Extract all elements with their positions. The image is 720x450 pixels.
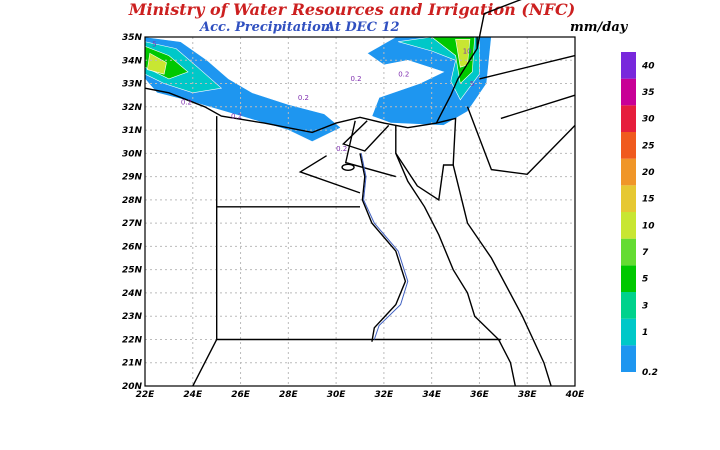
lon-label: 22E [136,390,156,400]
colorbar-segment [621,78,636,106]
lon-label: 28E [279,390,299,400]
units: mm/day [570,20,629,35]
contour-label: 0.2 [398,71,409,79]
lat-label: 32N [122,103,143,113]
colorbar-label: 20 [642,168,655,178]
colorbar-label: 5 [642,275,648,285]
lon-label: 26E [231,390,251,400]
colorbar-label: 30 [642,115,655,125]
coastline [500,94,576,120]
contour-label: 0.2 [231,112,242,120]
lon-label: 32E [375,390,395,400]
coastline [395,125,516,387]
colorbar-label: 40 [641,61,655,71]
coastline [395,152,552,387]
colorbar-segment [621,292,636,319]
contour-label: 10 [463,47,472,55]
colorbar-label: 35 [642,88,655,98]
date: At DEC 12 [323,20,400,35]
lat-label: 26N [122,242,143,252]
coastline [479,54,576,80]
coastline [341,120,390,152]
colorbar-segment [621,318,636,346]
contour-label: 0.2 [181,98,192,106]
colorbar-segment [621,238,636,266]
lat-label: 20N [122,382,143,392]
contour-label: 0.2 [350,75,361,83]
contour-label: 0.2 [336,145,347,153]
lon-label: 40E [565,390,586,400]
contour-label: 5 [470,80,474,88]
contour-label: 0.2 [298,94,309,102]
colorbar-label: 15 [642,195,655,205]
lon-label: 36E [470,390,490,400]
map-frame [144,36,576,387]
colorbar-label: 7 [642,248,649,258]
precipitation-area [144,36,342,143]
lat-label: 28N [122,196,143,206]
coastline [298,155,361,194]
precipitation-area [147,52,167,75]
coastline [359,153,407,342]
colorbar-segment [621,265,636,292]
lon-label: 30E [327,390,347,400]
lon-label: 34E [422,390,442,400]
coastline [466,106,576,176]
colorbar-label: 10 [642,221,655,231]
coastline [192,116,218,387]
lat-label: 30N [122,149,143,159]
lat-label: 31N [122,126,143,136]
colorbar-segment [621,158,636,186]
lake [341,163,355,171]
subtitle: Acc. Precipitation [198,20,330,35]
colorbar-segment [621,345,636,372]
colorbar-label: 0.2 [642,368,658,378]
coastline [344,120,396,178]
lat-label: 25N [122,266,143,276]
lat-label: 33N [122,80,143,90]
lat-label: 23N [122,312,143,322]
lat-label: 35N [122,33,143,43]
lat-label: 24N [122,289,143,299]
lat-label: 27N [122,219,143,229]
map: 5 0.2 0.2 0.2 0.2 0.2 0.2 10 5 [144,0,576,387]
lat-label: 34N [122,56,143,66]
coastline [144,37,478,134]
lon-label: 24E [183,390,203,400]
coastline [436,117,457,166]
lon-label: 38E [518,390,538,400]
lat-label: 29N [122,173,143,183]
colorbar-label: 1 [642,328,648,338]
colorbar-segment [621,132,636,159]
contour-label: 5 [152,40,156,48]
colorbar-label: 3 [642,301,648,311]
colorbar-segment [621,212,636,239]
colorbar-label: 25 [642,141,655,151]
title: Ministry of Water Resources and Irrigati… [128,0,576,19]
lat-label: 22N [122,335,143,345]
colorbar-segment [621,185,636,212]
lat-label: 21N [122,359,143,369]
nile [360,153,409,340]
colorbar-segment [621,105,636,132]
colorbar-segment [621,52,636,79]
